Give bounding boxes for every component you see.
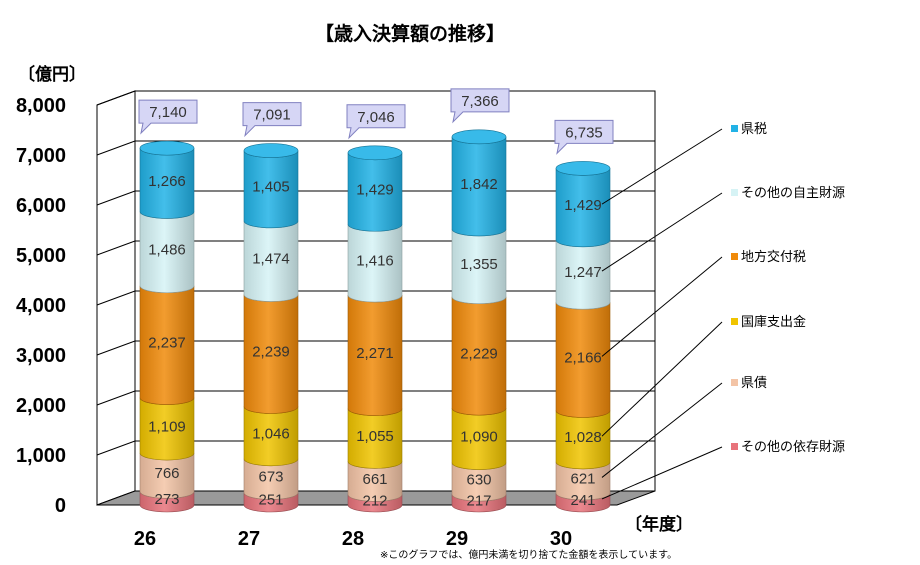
y-tick-label: 7,000 — [16, 145, 66, 167]
bar-top-cap — [139, 140, 195, 156]
segment-value-label: 241 — [570, 492, 595, 509]
legend-swatch — [731, 253, 738, 260]
segment-value-label: 1,429 — [356, 182, 394, 199]
x-tick-label: 28 — [342, 528, 364, 550]
y-tick-label: 3,000 — [16, 345, 66, 367]
bar-top-cap — [243, 143, 299, 158]
legend-swatch — [731, 189, 738, 196]
total-value-label: 7,140 — [149, 104, 187, 121]
y-tick-label: 8,000 — [16, 95, 66, 117]
leader-line — [601, 192, 723, 272]
y-tick-label: 4,000 — [16, 295, 66, 317]
segment-value-label: 630 — [466, 471, 491, 488]
segment-value-label: 1,842 — [460, 176, 498, 193]
y-axis-unit: 〔億円〕 — [18, 64, 86, 85]
legend-swatch — [731, 125, 738, 132]
legend-label: その他の依存財源 — [741, 440, 845, 455]
total-value-label: 6,735 — [565, 124, 603, 141]
segment-value-label: 1,028 — [564, 429, 602, 446]
bar-top-cap — [347, 145, 403, 161]
legend-item: 国庫支出金 — [601, 314, 806, 437]
bar-top-cap — [451, 129, 507, 145]
segment-value-label: 1,247 — [564, 264, 602, 281]
legend-item: 地方交付税 — [601, 249, 806, 357]
legend-label: その他の自主財源 — [741, 186, 845, 201]
total-callout: 7,091 — [242, 102, 302, 138]
segment-value-label: 2,237 — [148, 335, 186, 352]
bar-26 — [139, 140, 195, 513]
segment-value-label: 1,046 — [252, 426, 290, 443]
segment-value-label: 2,239 — [252, 344, 290, 361]
segment-value-label: 1,266 — [148, 173, 186, 190]
bar-group — [139, 129, 611, 513]
segment-value-label: 1,474 — [252, 251, 290, 268]
legend-swatch — [731, 379, 738, 386]
total-value-label: 7,046 — [357, 109, 395, 126]
legend-swatch — [731, 318, 738, 325]
x-tick-label: 30 — [550, 528, 572, 550]
data-labels: 273 766 1,109 2,237 1,486 1,266 7,140 26 251 673 1… — [134, 88, 614, 550]
y-tick-label: 6,000 — [16, 195, 66, 217]
segment-value-label: 1,109 — [148, 418, 186, 435]
total-callout: 6,735 — [554, 119, 614, 155]
x-axis-unit: 〔年度〕 — [625, 514, 693, 535]
leader-line — [601, 128, 723, 205]
segment-value-label: 766 — [154, 465, 179, 482]
legend-label: 県税 — [741, 122, 767, 137]
segment-value-label: 621 — [570, 470, 595, 487]
segment-value-label: 1,416 — [356, 253, 394, 270]
legend-item: その他の依存財源 — [601, 440, 845, 500]
y-tick-label: 5,000 — [16, 245, 66, 267]
segment-value-label: 1,355 — [460, 256, 498, 273]
segment-value-label: 217 — [466, 493, 491, 510]
legend-label: 県債 — [741, 376, 767, 391]
total-callout: 7,366 — [450, 88, 510, 124]
segment-value-label: 1,405 — [252, 179, 290, 196]
y-tick-label: 1,000 — [16, 445, 66, 467]
bar-29 — [451, 129, 507, 513]
segment-value-label: 2,229 — [460, 345, 498, 362]
chart-title: 【歳入決算額の推移】 — [315, 22, 505, 45]
bar-28 — [347, 145, 403, 513]
segment-value-label: 273 — [154, 491, 179, 508]
bar-27 — [243, 143, 299, 513]
total-callout: 7,140 — [138, 99, 198, 135]
leader-line — [601, 321, 723, 437]
segment-value-label: 212 — [362, 493, 387, 510]
segment-value-label: 673 — [258, 469, 283, 486]
leader-line — [601, 256, 723, 357]
legend-label: 国庫支出金 — [741, 314, 806, 330]
x-tick-label: 27 — [238, 528, 260, 550]
segment-value-label: 2,166 — [564, 349, 602, 366]
legend-item: 県税 — [601, 122, 767, 205]
legend-item: その他の自主財源 — [601, 186, 845, 272]
total-value-label: 7,091 — [253, 107, 291, 124]
x-tick-label: 26 — [134, 528, 156, 550]
segment-value-label: 1,486 — [148, 242, 186, 259]
legend-label: 地方交付税 — [741, 249, 806, 265]
leader-line — [601, 446, 723, 500]
bar-30 — [555, 161, 611, 513]
x-tick-label: 29 — [446, 528, 468, 550]
segment-value-label: 1,429 — [564, 197, 602, 214]
segment-value-label: 251 — [258, 492, 283, 509]
segment-value-label: 661 — [362, 471, 387, 488]
legend-item: 県債 — [601, 376, 767, 478]
leader-line — [601, 382, 723, 478]
total-value-label: 7,366 — [461, 93, 499, 110]
bar-top-cap — [555, 161, 611, 176]
legend-swatch — [731, 443, 738, 450]
segment-value-label: 2,271 — [356, 345, 394, 362]
segment-value-label: 1,055 — [356, 428, 394, 445]
footnote: ※このグラフでは、億円未満を切り捨てた金額を表示しています。 — [380, 548, 677, 561]
total-callout: 7,046 — [346, 104, 406, 140]
segment-value-label: 1,090 — [460, 428, 498, 445]
y-tick-label: 0 — [55, 495, 66, 517]
y-tick-label: 2,000 — [16, 395, 66, 417]
